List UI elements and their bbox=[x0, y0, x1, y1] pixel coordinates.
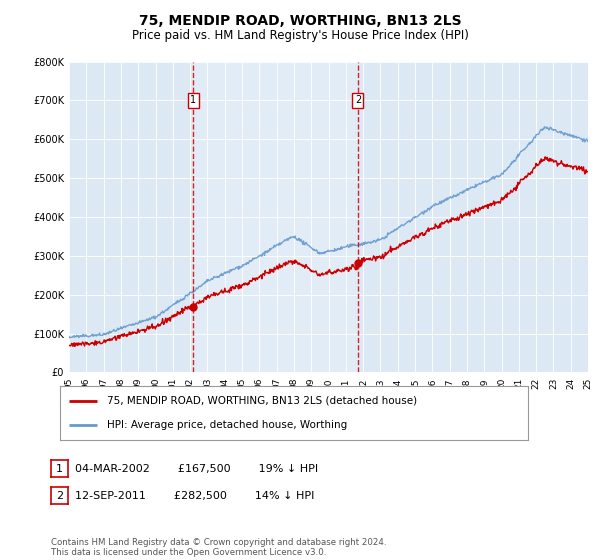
Text: 75, MENDIP ROAD, WORTHING, BN13 2LS: 75, MENDIP ROAD, WORTHING, BN13 2LS bbox=[139, 14, 461, 28]
Text: Contains HM Land Registry data © Crown copyright and database right 2024.
This d: Contains HM Land Registry data © Crown c… bbox=[51, 538, 386, 557]
Text: Price paid vs. HM Land Registry's House Price Index (HPI): Price paid vs. HM Land Registry's House … bbox=[131, 29, 469, 42]
Text: 1: 1 bbox=[190, 95, 196, 105]
Text: 2: 2 bbox=[355, 95, 361, 105]
Text: 04-MAR-2002        £167,500        19% ↓ HPI: 04-MAR-2002 £167,500 19% ↓ HPI bbox=[75, 464, 318, 474]
Text: 2: 2 bbox=[56, 491, 63, 501]
Text: HPI: Average price, detached house, Worthing: HPI: Average price, detached house, Wort… bbox=[107, 420, 347, 430]
Text: 1: 1 bbox=[56, 464, 63, 474]
Text: 12-SEP-2011        £282,500        14% ↓ HPI: 12-SEP-2011 £282,500 14% ↓ HPI bbox=[75, 491, 314, 501]
Bar bbox=[193, 62, 358, 372]
Text: 75, MENDIP ROAD, WORTHING, BN13 2LS (detached house): 75, MENDIP ROAD, WORTHING, BN13 2LS (det… bbox=[107, 396, 417, 406]
